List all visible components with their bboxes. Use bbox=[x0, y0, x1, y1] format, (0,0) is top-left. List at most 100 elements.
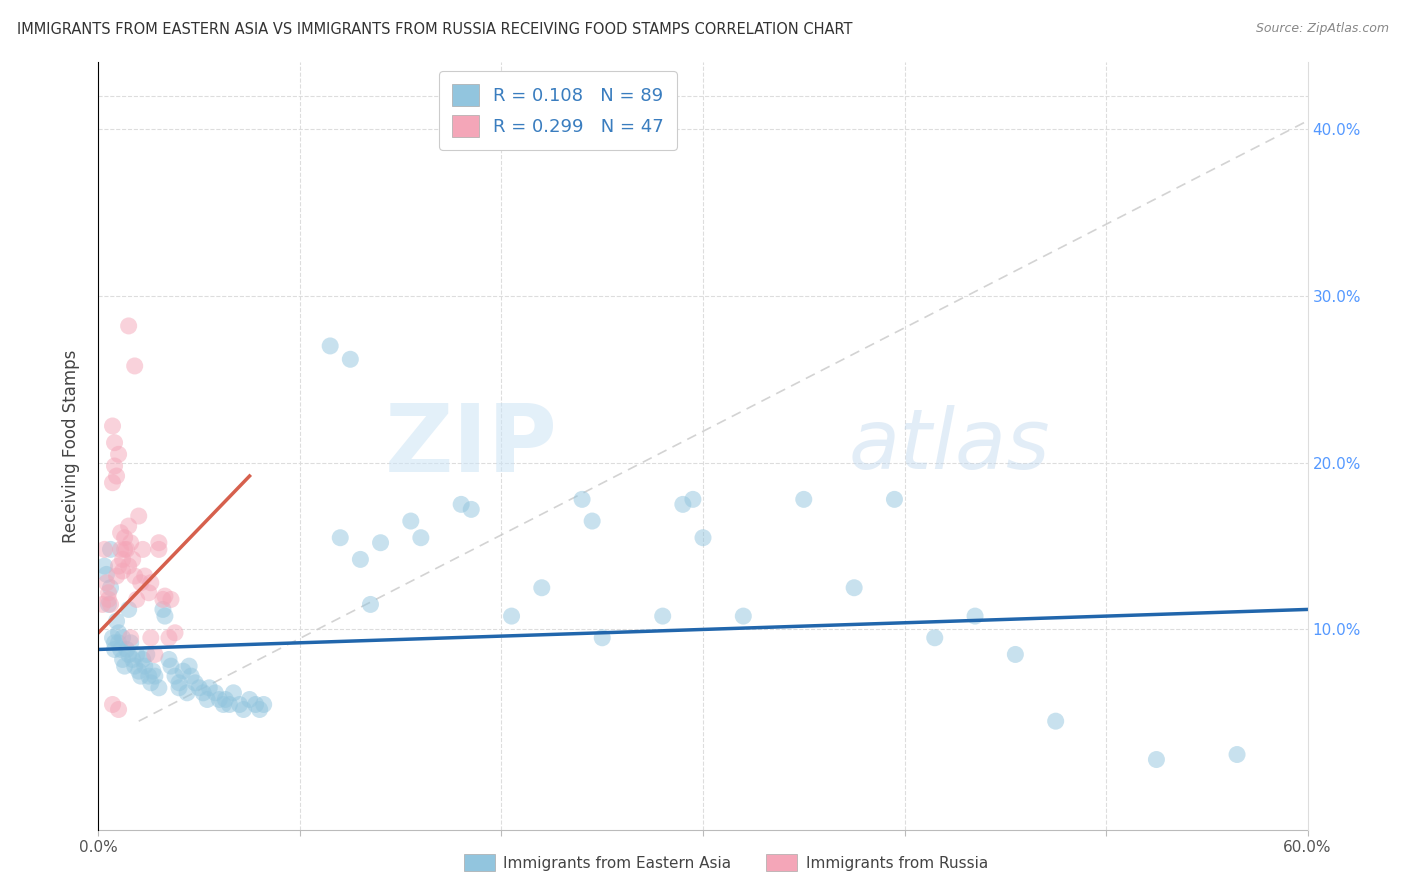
Point bbox=[101, 698, 124, 712]
Point bbox=[176, 686, 198, 700]
Point bbox=[97, 598, 120, 612]
Text: atlas: atlas bbox=[848, 406, 1050, 486]
Point bbox=[100, 581, 122, 595]
Point bbox=[370, 535, 392, 549]
Point bbox=[245, 698, 267, 712]
Point bbox=[180, 669, 202, 683]
Point bbox=[139, 675, 162, 690]
Point bbox=[148, 681, 170, 695]
Point bbox=[132, 542, 155, 557]
Point bbox=[450, 497, 472, 511]
Point bbox=[152, 592, 174, 607]
Point bbox=[228, 698, 250, 712]
Text: Source: ZipAtlas.com: Source: ZipAtlas.com bbox=[1256, 22, 1389, 36]
Point bbox=[118, 559, 141, 574]
Point bbox=[114, 542, 136, 557]
Point bbox=[501, 609, 523, 624]
Point bbox=[139, 631, 162, 645]
Point bbox=[198, 681, 221, 695]
Point bbox=[100, 598, 122, 612]
Point bbox=[118, 519, 141, 533]
Point bbox=[167, 681, 190, 695]
Point bbox=[129, 575, 152, 590]
Point bbox=[125, 648, 148, 662]
Point bbox=[1045, 714, 1067, 728]
Point bbox=[101, 475, 124, 490]
Point bbox=[111, 552, 134, 566]
Point bbox=[111, 564, 134, 578]
Point bbox=[91, 598, 114, 612]
Point bbox=[120, 631, 142, 645]
Point bbox=[115, 542, 138, 557]
Point bbox=[349, 552, 371, 566]
Point bbox=[253, 698, 276, 712]
Point bbox=[1004, 648, 1026, 662]
Point bbox=[160, 659, 183, 673]
Point bbox=[114, 659, 136, 673]
Point bbox=[179, 659, 201, 673]
Point bbox=[138, 669, 160, 683]
Point bbox=[793, 492, 815, 507]
Point bbox=[107, 702, 129, 716]
Point bbox=[204, 686, 226, 700]
Point bbox=[409, 531, 432, 545]
Point bbox=[134, 569, 156, 583]
Point bbox=[163, 625, 186, 640]
Point bbox=[105, 614, 128, 628]
Point bbox=[692, 531, 714, 545]
Point bbox=[148, 542, 170, 557]
Point bbox=[107, 559, 129, 574]
Point bbox=[100, 542, 122, 557]
Point bbox=[110, 642, 132, 657]
Point bbox=[103, 435, 125, 450]
Point bbox=[134, 659, 156, 673]
Point bbox=[120, 636, 142, 650]
Point bbox=[97, 586, 120, 600]
Point bbox=[188, 681, 211, 695]
Point bbox=[143, 669, 166, 683]
Point bbox=[93, 542, 115, 557]
Point bbox=[319, 339, 342, 353]
Point bbox=[101, 419, 124, 434]
Point bbox=[399, 514, 422, 528]
Point bbox=[124, 659, 146, 673]
Point bbox=[157, 652, 180, 666]
Point bbox=[153, 589, 176, 603]
Point bbox=[97, 592, 120, 607]
Point bbox=[129, 669, 152, 683]
Point bbox=[1146, 752, 1168, 766]
Point bbox=[96, 575, 118, 590]
Point bbox=[530, 581, 553, 595]
Point bbox=[103, 636, 125, 650]
Point bbox=[733, 609, 755, 624]
Point bbox=[111, 631, 134, 645]
Point bbox=[107, 625, 129, 640]
Point bbox=[107, 447, 129, 461]
Point bbox=[152, 602, 174, 616]
Point bbox=[125, 592, 148, 607]
Point bbox=[184, 675, 207, 690]
Point bbox=[143, 648, 166, 662]
Point bbox=[121, 552, 143, 566]
Point bbox=[651, 609, 673, 624]
Point bbox=[965, 609, 987, 624]
Point bbox=[591, 631, 613, 645]
Point bbox=[232, 702, 254, 716]
Point bbox=[360, 598, 382, 612]
Point bbox=[195, 692, 218, 706]
Point bbox=[172, 664, 194, 678]
Point bbox=[239, 692, 262, 706]
Point bbox=[118, 318, 141, 333]
Text: ZIP: ZIP bbox=[385, 400, 558, 492]
Point bbox=[682, 492, 704, 507]
Point bbox=[148, 535, 170, 549]
Text: Immigrants from Russia: Immigrants from Russia bbox=[806, 856, 988, 871]
Point bbox=[167, 675, 190, 690]
Text: Immigrants from Eastern Asia: Immigrants from Eastern Asia bbox=[503, 856, 731, 871]
Point bbox=[115, 642, 138, 657]
Point bbox=[672, 497, 695, 511]
Point bbox=[105, 469, 128, 483]
Point bbox=[139, 575, 162, 590]
Point bbox=[103, 642, 125, 657]
Point bbox=[214, 692, 236, 706]
